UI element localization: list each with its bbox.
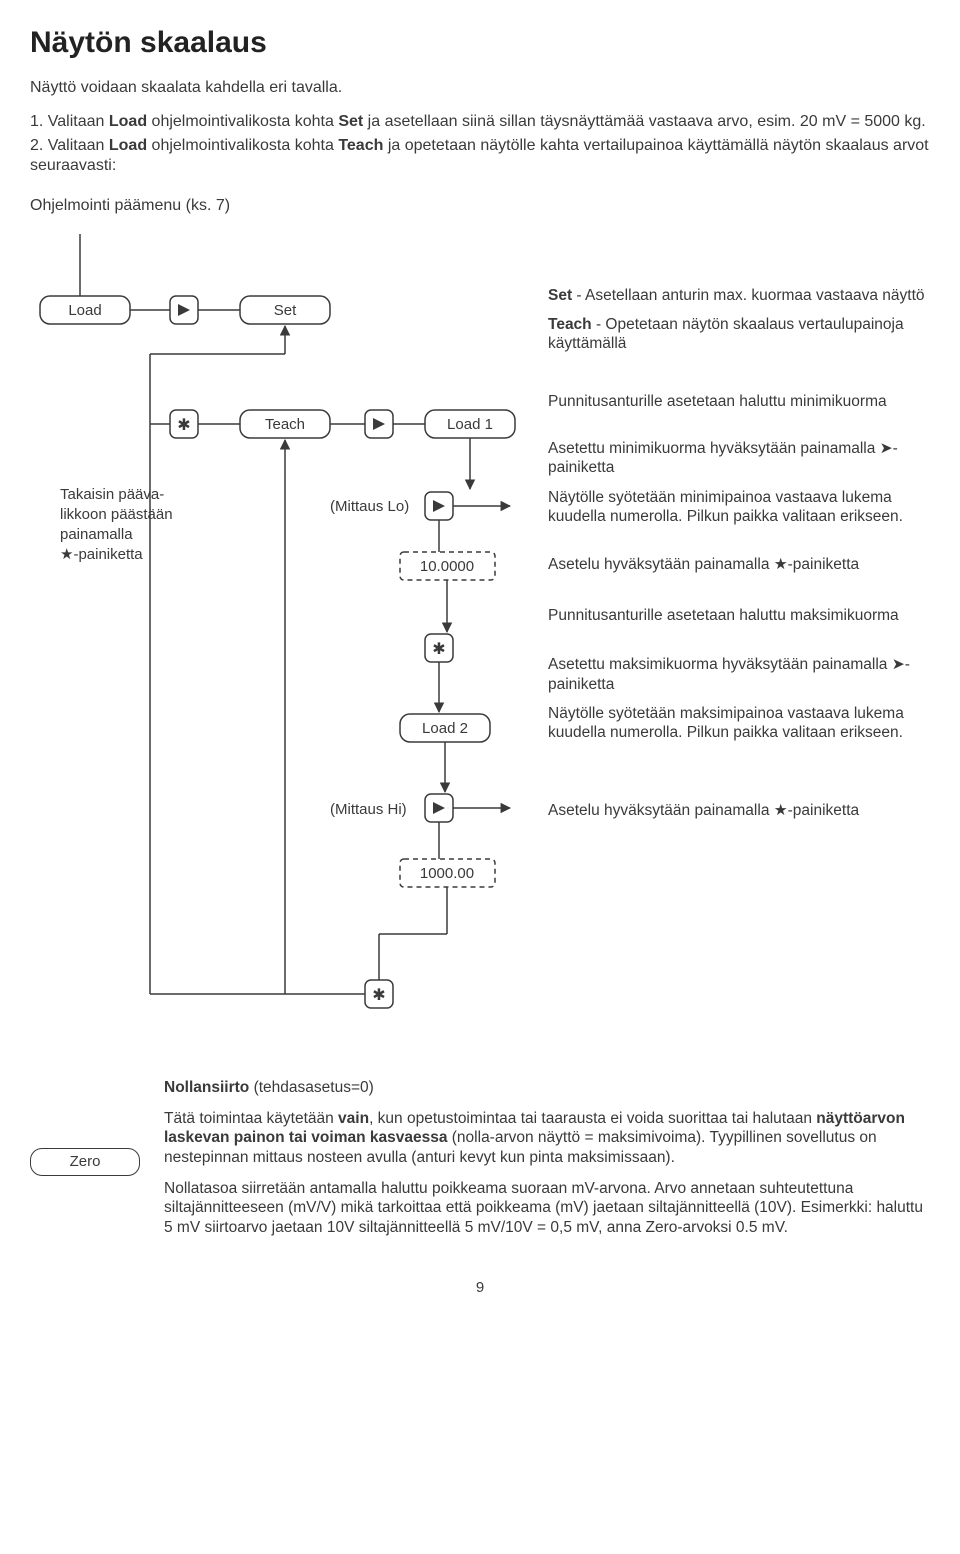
label-mittaus-lo: (Mittaus Lo) xyxy=(330,498,409,515)
keyword: vain xyxy=(338,1110,369,1127)
explain-teach: Teach - Opetetaan näytön skaalaus vertau… xyxy=(548,315,930,354)
explain-p1: Punnitusanturille asetetaan haluttu mini… xyxy=(548,392,930,411)
explain-p6: Asetettu maksimikuorma hyväksytään paina… xyxy=(548,655,930,694)
page-number: 9 xyxy=(30,1279,930,1298)
node-zero: Zero xyxy=(30,1148,140,1176)
node-load1: Load 1 xyxy=(447,416,493,433)
value-lo: 10.0000 xyxy=(420,558,474,575)
text: - Asetellaan anturin max. kuormaa vastaa… xyxy=(572,287,924,304)
svg-text:✱: ✱ xyxy=(372,987,385,1004)
svg-text:✱: ✱ xyxy=(432,641,445,658)
page-title: Näytön skaalaus xyxy=(30,24,930,62)
keyword-load: Load xyxy=(109,113,147,130)
explain-p2: Asetettu minimikuorma hyväksytään painam… xyxy=(548,439,930,478)
keyword-teach: Teach xyxy=(338,137,383,154)
keyword-load: Load xyxy=(109,137,147,154)
flowchart: Load Set ✱ Teach Load xyxy=(30,234,530,1054)
text: ohjelmointivalikosta kohta xyxy=(147,137,338,154)
label-mittaus-hi: (Mittaus Hi) xyxy=(330,801,407,818)
explain-p4: Asetelu hyväksytään painamalla ★-painike… xyxy=(548,555,930,574)
node-load: Load xyxy=(68,302,101,319)
label: Nollansiirto xyxy=(164,1079,249,1096)
svg-text:✱: ✱ xyxy=(177,417,190,434)
intro-text: Näyttö voidaan skaalata kahdella eri tav… xyxy=(30,78,930,98)
node-set: Set xyxy=(274,302,297,319)
text: (tehdasasetus=0) xyxy=(249,1079,374,1096)
text: 1. Valitaan xyxy=(30,113,109,130)
zero-p1: Tätä toimintaa käytetään vain, kun opetu… xyxy=(164,1109,930,1167)
back-note: painamalla xyxy=(60,526,133,543)
text: ohjelmointivalikosta kohta xyxy=(147,113,338,130)
back-note: likkoon päästään xyxy=(60,506,173,523)
zero-heading: Nollansiirto (tehdasasetus=0) xyxy=(164,1078,930,1097)
zero-section: Zero Nollansiirto (tehdasasetus=0) Tätä … xyxy=(30,1078,930,1250)
value-hi: 1000.00 xyxy=(420,865,474,882)
node-teach: Teach xyxy=(265,416,305,433)
text: , kun opetustoimintaa tai taarausta ei v… xyxy=(369,1110,816,1127)
label: Teach xyxy=(548,316,592,333)
node-load2: Load 2 xyxy=(422,720,468,737)
text: Tätä toimintaa käytetään xyxy=(164,1110,338,1127)
back-note: ★-painiketta xyxy=(60,546,143,563)
explain-p3: Näytölle syötetään minimipainoa vastaava… xyxy=(548,488,930,527)
keyword-set: Set xyxy=(338,113,363,130)
text: 2. Valitaan xyxy=(30,137,109,154)
zero-p2: Nollatasoa siirretään antamalla haluttu … xyxy=(164,1179,930,1237)
explain-p8: Asetelu hyväksytään painamalla ★-painike… xyxy=(548,801,930,820)
numbered-list: 1. Valitaan Load ohjelmointivalikosta ko… xyxy=(30,112,930,176)
list-item: 2. Valitaan Load ohjelmointivalikosta ko… xyxy=(30,136,930,176)
text: - Opetetaan näytön skaalaus vertaulupain… xyxy=(548,316,904,352)
label: Set xyxy=(548,287,572,304)
explanation-column: Set - Asetellaan anturin max. kuormaa va… xyxy=(548,234,930,1054)
explain-set: Set - Asetellaan anturin max. kuormaa va… xyxy=(548,286,930,305)
explain-p5: Punnitusanturille asetetaan haluttu maks… xyxy=(548,606,930,625)
text: ja asetellaan siinä sillan täysnäyttämää… xyxy=(363,113,926,130)
section-title: Ohjelmointi päämenu (ks. 7) xyxy=(30,196,930,216)
list-item: 1. Valitaan Load ohjelmointivalikosta ko… xyxy=(30,112,930,132)
back-note: Takaisin pääva- xyxy=(60,486,164,503)
explain-p7: Näytölle syötetään maksimipainoa vastaav… xyxy=(548,704,930,743)
